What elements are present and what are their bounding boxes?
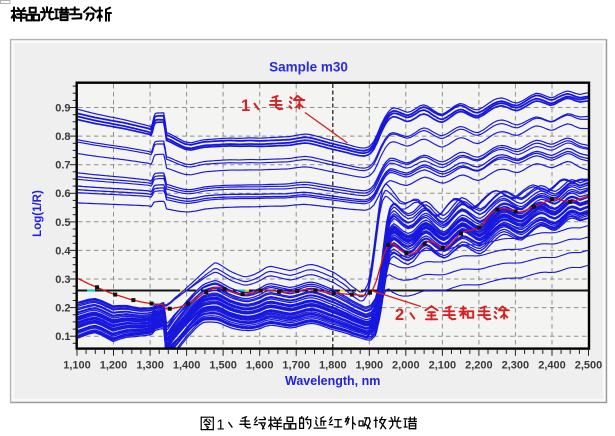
svg-text:1,400: 1,400 (173, 360, 201, 372)
svg-text:0.4: 0.4 (55, 245, 71, 257)
svg-text:0.7: 0.7 (55, 160, 70, 172)
svg-text:Log(1/R): Log(1/R) (32, 190, 44, 237)
svg-text:2,200: 2,200 (465, 360, 493, 372)
svg-text:0.8: 0.8 (55, 131, 70, 143)
svg-text:1,300: 1,300 (136, 360, 164, 372)
svg-text:2: 2 (395, 306, 404, 324)
svg-text:2,000: 2,000 (392, 360, 420, 372)
svg-text:0.3: 0.3 (55, 274, 70, 286)
svg-text:2,500: 2,500 (575, 360, 603, 372)
svg-text:Sample m30: Sample m30 (269, 60, 348, 75)
svg-text:0.2: 0.2 (55, 303, 70, 315)
svg-text:1,900: 1,900 (356, 360, 384, 372)
svg-text:1: 1 (217, 418, 225, 434)
svg-text:2,300: 2,300 (502, 360, 530, 372)
svg-text:Wavelength, nm: Wavelength, nm (285, 374, 380, 388)
svg-text:1,800: 1,800 (319, 360, 347, 372)
svg-text:1,500: 1,500 (209, 360, 237, 372)
svg-text:0.6: 0.6 (55, 188, 70, 200)
svg-text:1: 1 (241, 97, 250, 115)
svg-text:1,600: 1,600 (246, 360, 274, 372)
svg-text:2,100: 2,100 (429, 360, 457, 372)
svg-text:0.1: 0.1 (55, 331, 70, 343)
svg-text:2,400: 2,400 (538, 360, 566, 372)
svg-text:0.9: 0.9 (55, 103, 70, 115)
svg-text:1,100: 1,100 (63, 360, 91, 372)
svg-text:1,200: 1,200 (100, 360, 128, 372)
svg-text:1,700: 1,700 (282, 360, 310, 372)
svg-text:0.5: 0.5 (55, 217, 70, 229)
